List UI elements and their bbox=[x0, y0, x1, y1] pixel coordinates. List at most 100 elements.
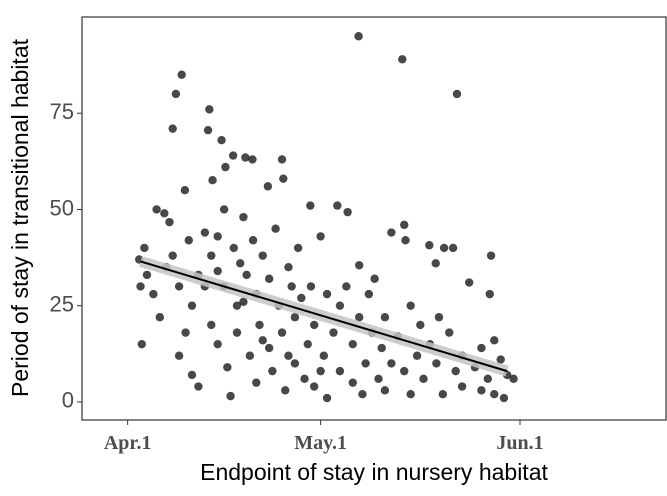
point bbox=[355, 261, 364, 270]
point bbox=[486, 251, 496, 260]
point bbox=[187, 370, 197, 380]
point bbox=[245, 351, 255, 360]
point bbox=[364, 289, 374, 299]
point bbox=[387, 228, 396, 237]
point bbox=[309, 320, 319, 330]
point bbox=[290, 359, 300, 368]
point bbox=[171, 89, 181, 99]
x-tick-label: Jun.1 bbox=[496, 432, 543, 454]
point bbox=[509, 374, 518, 384]
point bbox=[448, 243, 458, 253]
point bbox=[184, 236, 193, 245]
point bbox=[223, 363, 232, 372]
point bbox=[499, 393, 509, 403]
point bbox=[297, 293, 306, 303]
point bbox=[400, 366, 409, 376]
point bbox=[358, 390, 367, 399]
point bbox=[277, 328, 287, 337]
point bbox=[181, 328, 190, 337]
point bbox=[322, 393, 332, 403]
point bbox=[242, 270, 251, 280]
point bbox=[354, 32, 363, 41]
point bbox=[239, 297, 248, 307]
point bbox=[464, 278, 474, 287]
point bbox=[221, 162, 230, 172]
point bbox=[293, 243, 303, 253]
fit-line bbox=[140, 260, 508, 373]
point bbox=[485, 289, 494, 299]
point bbox=[370, 274, 379, 283]
point bbox=[241, 153, 250, 162]
y-tick-label: 0 bbox=[62, 388, 74, 413]
point bbox=[319, 351, 329, 360]
y-axis-title: Period of stay in transitional habitat bbox=[7, 38, 33, 397]
point bbox=[316, 366, 325, 376]
point bbox=[149, 289, 158, 299]
x-tick-label: May.1 bbox=[294, 432, 347, 454]
point bbox=[263, 182, 273, 191]
point bbox=[306, 201, 315, 210]
point bbox=[284, 351, 293, 360]
point bbox=[258, 251, 267, 260]
point bbox=[406, 390, 415, 399]
x-tick-label: Apr.1 bbox=[104, 432, 152, 454]
point bbox=[419, 374, 428, 384]
point bbox=[264, 343, 274, 353]
point bbox=[232, 301, 242, 310]
point bbox=[284, 262, 293, 272]
point bbox=[316, 232, 325, 241]
point bbox=[290, 313, 300, 322]
point bbox=[380, 313, 390, 322]
point bbox=[268, 366, 277, 376]
point bbox=[387, 359, 396, 368]
point bbox=[287, 282, 296, 291]
point bbox=[490, 336, 499, 345]
point bbox=[217, 135, 226, 145]
point bbox=[168, 251, 177, 260]
point bbox=[194, 382, 203, 391]
point bbox=[200, 228, 210, 237]
point bbox=[412, 351, 422, 360]
y-tick-label: 75 bbox=[50, 99, 74, 124]
point bbox=[136, 282, 145, 291]
point bbox=[355, 313, 364, 322]
point bbox=[168, 124, 177, 133]
point bbox=[258, 336, 267, 345]
point bbox=[452, 89, 462, 99]
point bbox=[174, 282, 184, 291]
point bbox=[140, 243, 149, 253]
point bbox=[264, 274, 274, 283]
point bbox=[213, 339, 222, 349]
point bbox=[271, 224, 280, 233]
point bbox=[213, 232, 222, 241]
y-tick-label: 50 bbox=[50, 195, 74, 220]
point bbox=[303, 339, 312, 349]
point bbox=[377, 343, 386, 353]
point bbox=[400, 220, 409, 230]
point bbox=[252, 378, 261, 387]
point bbox=[232, 328, 242, 337]
point bbox=[213, 266, 222, 276]
point bbox=[152, 205, 161, 214]
point bbox=[483, 374, 493, 384]
point bbox=[477, 386, 486, 395]
point bbox=[398, 55, 407, 64]
point bbox=[348, 378, 357, 387]
point bbox=[165, 217, 174, 227]
x-axis-title: Endpoint of stay in nursery habitat bbox=[200, 459, 548, 485]
point bbox=[309, 382, 319, 391]
point bbox=[348, 339, 357, 349]
point bbox=[160, 209, 169, 218]
y-tick-label: 25 bbox=[50, 291, 74, 316]
point bbox=[329, 328, 338, 337]
point bbox=[279, 174, 288, 183]
point bbox=[401, 236, 410, 245]
point bbox=[416, 320, 425, 330]
point bbox=[438, 390, 448, 399]
point bbox=[322, 289, 332, 299]
point bbox=[277, 155, 287, 164]
point bbox=[374, 374, 383, 384]
point bbox=[335, 301, 345, 310]
point bbox=[219, 205, 229, 214]
